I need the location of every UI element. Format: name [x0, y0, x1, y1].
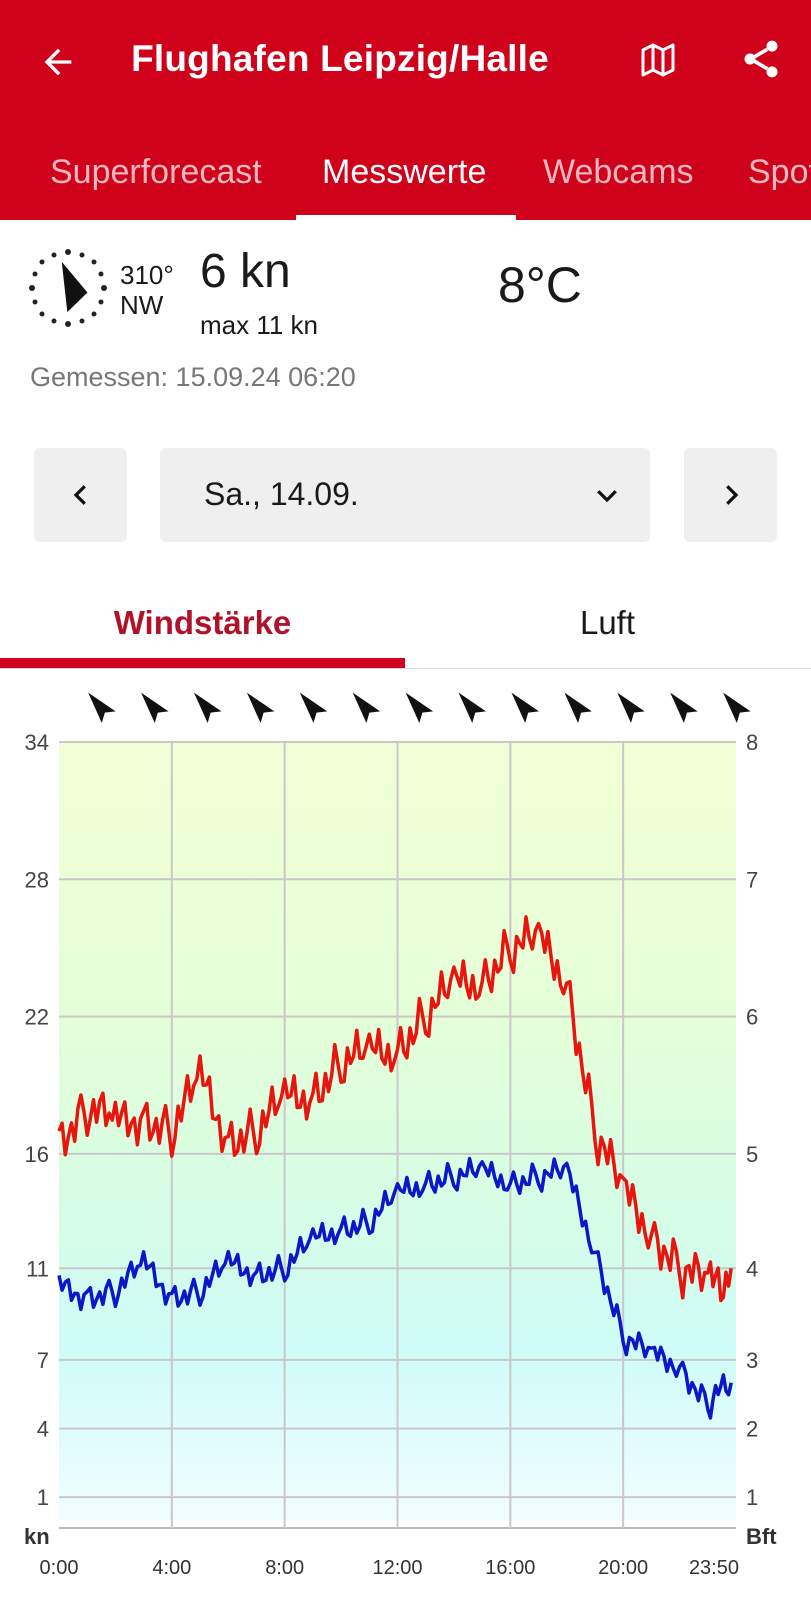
tab-indicator — [296, 215, 516, 220]
y-left-tick: 34 — [25, 730, 49, 755]
map-icon — [641, 43, 675, 77]
share-icon — [744, 40, 778, 78]
x-tick: 12:00 — [372, 1557, 422, 1579]
tab-bar: Superforecast Messwerte Webcams Spot — [0, 145, 811, 220]
wind-direction-arrow — [723, 692, 751, 723]
chevron-down-icon — [597, 490, 617, 503]
y-right-tick: 4 — [746, 1256, 758, 1281]
x-tick: 16:00 — [485, 1557, 535, 1579]
chart-tabs: Windstärke Luft — [0, 592, 811, 669]
wind-direction-arrow — [405, 692, 434, 723]
wind-direction-arrow — [141, 692, 169, 723]
x-tick: 20:00 — [598, 1557, 648, 1579]
y-left-tick: 1 — [37, 1485, 49, 1510]
tab-webcams[interactable]: Webcams — [543, 153, 694, 191]
y-right-unit: Bft — [746, 1524, 777, 1549]
tab-luft[interactable]: Luft — [579, 604, 636, 641]
gust-series-line — [57, 915, 733, 1303]
tab-superforecast[interactable]: Superforecast — [50, 153, 262, 191]
chevron-right-icon — [725, 485, 738, 505]
selected-date: Sa., 14.09. — [204, 476, 359, 512]
y-right-tick: 3 — [746, 1348, 758, 1373]
x-tick: 23:50 — [689, 1557, 739, 1579]
compass-icon — [29, 249, 107, 327]
wind-direction-arrow — [511, 692, 539, 723]
y-left-tick: 4 — [37, 1416, 49, 1441]
wind-direction-arrow — [670, 692, 698, 723]
tab-messwerte[interactable]: Messwerte — [322, 153, 487, 191]
y-left-tick: 7 — [37, 1348, 49, 1373]
wind-direction-arrow — [246, 692, 275, 723]
y-right-tick: 7 — [746, 867, 758, 892]
date-navigation: Sa., 14.09. — [0, 448, 811, 542]
tab-spot[interactable]: Spot — [748, 153, 811, 191]
y-left-tick: 16 — [25, 1142, 49, 1167]
y-right-tick: 6 — [746, 1005, 758, 1030]
tab-windstaerke[interactable]: Windstärke — [113, 604, 292, 641]
wind-direction-arrow — [458, 692, 487, 723]
y-left-tick: 11 — [26, 1256, 49, 1281]
map-button[interactable] — [636, 38, 680, 82]
chevron-left-icon — [73, 485, 86, 505]
x-tick: 8:00 — [265, 1557, 304, 1579]
y-right-tick: 5 — [746, 1142, 758, 1167]
temperature: 8°C — [498, 257, 582, 313]
wind-direction-arrow — [352, 692, 381, 723]
direction-degrees: 310° — [120, 260, 174, 290]
arrow-left-icon — [44, 48, 72, 76]
date-select[interactable]: Sa., 14.09. — [160, 448, 650, 542]
chart-tab-indicator — [0, 658, 405, 668]
y-right-tick: 2 — [746, 1416, 758, 1441]
wind-direction-arrow — [564, 692, 592, 723]
page-title: Flughafen Leipzig/Halle — [131, 38, 549, 79]
wind-speed: 6 kn — [200, 245, 291, 298]
x-tick: 0:00 — [40, 1557, 79, 1579]
y-left-tick: 22 — [25, 1005, 49, 1030]
mean-series-line — [57, 1156, 733, 1420]
y-left-unit: kn — [24, 1524, 50, 1549]
wind-direction-arrow — [88, 692, 116, 723]
measured-timestamp: Gemessen: 15.09.24 06:20 — [30, 362, 356, 392]
direction-name: NW — [120, 290, 164, 320]
x-tick: 4:00 — [152, 1557, 191, 1579]
y-right-tick: 8 — [746, 730, 758, 755]
current-wind: 310° NW 6 kn max 11 kn 8°C Gemessen: 15.… — [0, 220, 811, 410]
y-right-tick: 1 — [746, 1485, 758, 1510]
wind-chart: 34 828 722 616 511 47 34 21 10:00 4:00 8:00 12:00 16… — [24, 692, 777, 1579]
wind-max: max 11 kn — [200, 310, 319, 340]
previous-day-button[interactable] — [34, 448, 127, 542]
wind-direction-arrow — [617, 692, 645, 723]
wind-direction-arrow — [193, 692, 222, 723]
app-bar: Flughafen Leipzig/Halle Superforecast Me… — [0, 0, 811, 220]
back-button[interactable] — [36, 40, 80, 84]
y-left-tick: 28 — [25, 867, 49, 892]
share-button[interactable] — [738, 36, 784, 82]
next-day-button[interactable] — [684, 448, 777, 542]
wind-direction-arrow — [299, 692, 328, 723]
